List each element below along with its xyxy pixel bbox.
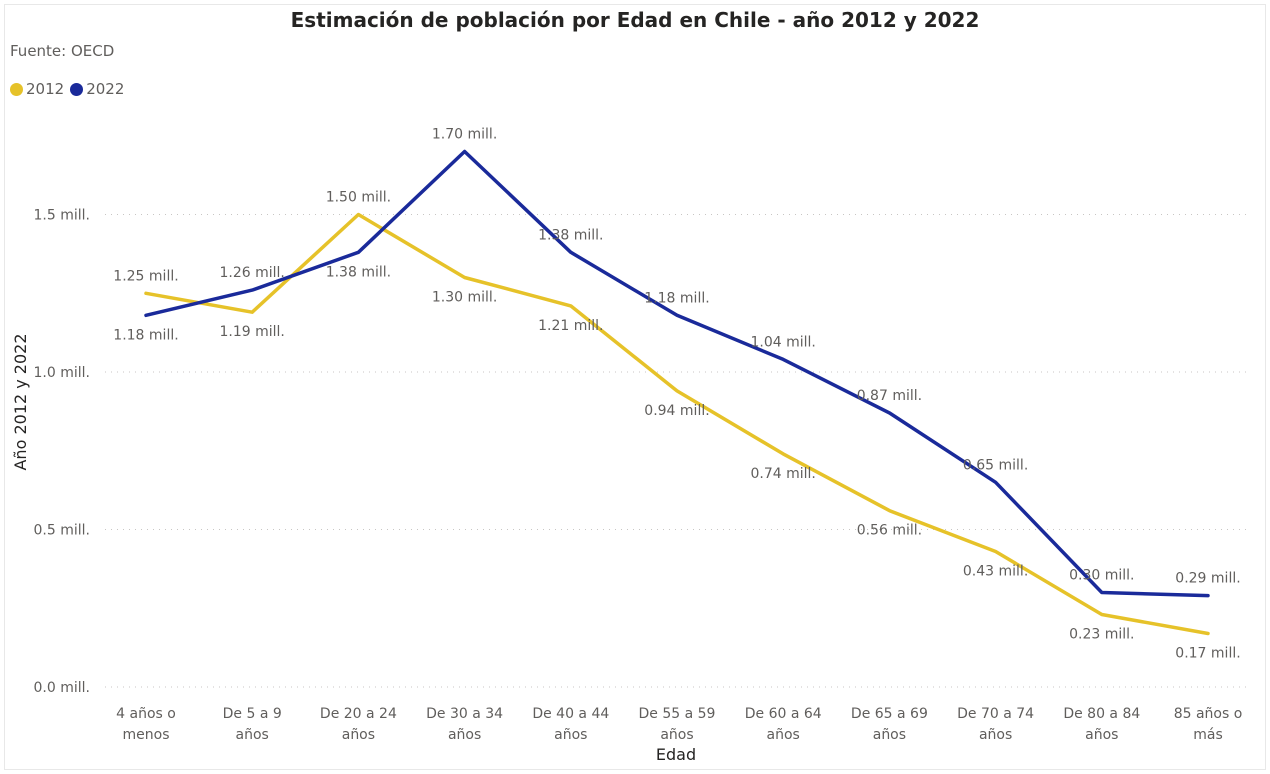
x-tick-label: De 60 a 64 años bbox=[745, 706, 822, 743]
data-label-2012: 1.30 mill. bbox=[432, 290, 497, 306]
data-label-2012: 0.94 mill. bbox=[644, 403, 709, 419]
series-line-2022 bbox=[144, 149, 1210, 598]
y-tick-label: 1.0 mill. bbox=[34, 365, 90, 381]
x-tick-label: 85 años o más bbox=[1174, 706, 1243, 743]
legend: 2012 2022 bbox=[10, 80, 130, 98]
data-label-2022: 1.38 mill. bbox=[538, 227, 603, 243]
x-tick-label: De 80 a 84 años bbox=[1063, 706, 1140, 743]
data-label-2022: 0.29 mill. bbox=[1175, 571, 1240, 587]
data-label-2012: 0.43 mill. bbox=[963, 564, 1028, 580]
chart-subtitle: Fuente: OECD bbox=[10, 42, 115, 60]
data-label-2022: 1.18 mill. bbox=[113, 327, 178, 343]
legend-marker-2012 bbox=[10, 82, 23, 96]
data-label-2022: 1.04 mill. bbox=[751, 334, 816, 350]
data-label-2022: 1.26 mill. bbox=[220, 265, 285, 281]
x-tick-label: De 55 a 59 años bbox=[639, 706, 716, 743]
data-label-2012: 1.50 mill. bbox=[326, 190, 391, 206]
legend-marker-2022 bbox=[70, 82, 84, 96]
legend-item-2012[interactable]: 2012 bbox=[10, 80, 64, 98]
data-label-2022: 1.18 mill. bbox=[644, 290, 709, 306]
legend-label-2012: 2012 bbox=[26, 80, 65, 98]
data-label-2012: 0.23 mill. bbox=[1069, 627, 1134, 643]
x-tick-label: 4 años o menos bbox=[116, 706, 176, 743]
data-label-2022: 0.30 mill. bbox=[1069, 568, 1134, 584]
x-tick-label: De 30 a 34 años bbox=[426, 706, 503, 743]
series-line-2012 bbox=[144, 212, 1210, 636]
data-label-2022: 0.87 mill. bbox=[857, 388, 922, 404]
data-label-2022: 1.38 mill. bbox=[326, 264, 391, 280]
x-tick-label: De 5 a 9 años bbox=[223, 706, 282, 743]
y-tick-label: 0.0 mill. bbox=[34, 680, 90, 696]
data-label-2012: 0.56 mill. bbox=[857, 523, 922, 539]
y-axis-title: Año 2012 y 2022 bbox=[11, 333, 30, 470]
data-label-2012: 0.17 mill. bbox=[1175, 645, 1240, 661]
x-tick-label: De 70 a 74 años bbox=[957, 706, 1034, 743]
legend-label-2022: 2022 bbox=[86, 80, 125, 98]
chart-title: Estimación de población por Edad en Chil… bbox=[290, 8, 980, 32]
data-label-2022: 0.65 mill. bbox=[963, 457, 1028, 473]
x-tick-label: De 65 a 69 años bbox=[851, 706, 928, 743]
x-tick-label: De 40 a 44 años bbox=[532, 706, 609, 743]
x-tick-label: De 20 a 24 años bbox=[320, 706, 397, 743]
data-label-2012: 1.21 mill. bbox=[538, 318, 603, 334]
data-label-2012: 1.19 mill. bbox=[220, 324, 285, 340]
data-label-2012: 0.74 mill. bbox=[751, 466, 816, 482]
legend-item-2022[interactable]: 2022 bbox=[70, 80, 124, 98]
x-axis-title: Edad bbox=[656, 745, 696, 764]
y-tick-label: 0.5 mill. bbox=[34, 523, 90, 539]
data-label-2012: 1.25 mill. bbox=[113, 268, 178, 284]
y-tick-label: 1.5 mill. bbox=[34, 208, 90, 224]
data-label-2022: 1.70 mill. bbox=[432, 127, 497, 143]
